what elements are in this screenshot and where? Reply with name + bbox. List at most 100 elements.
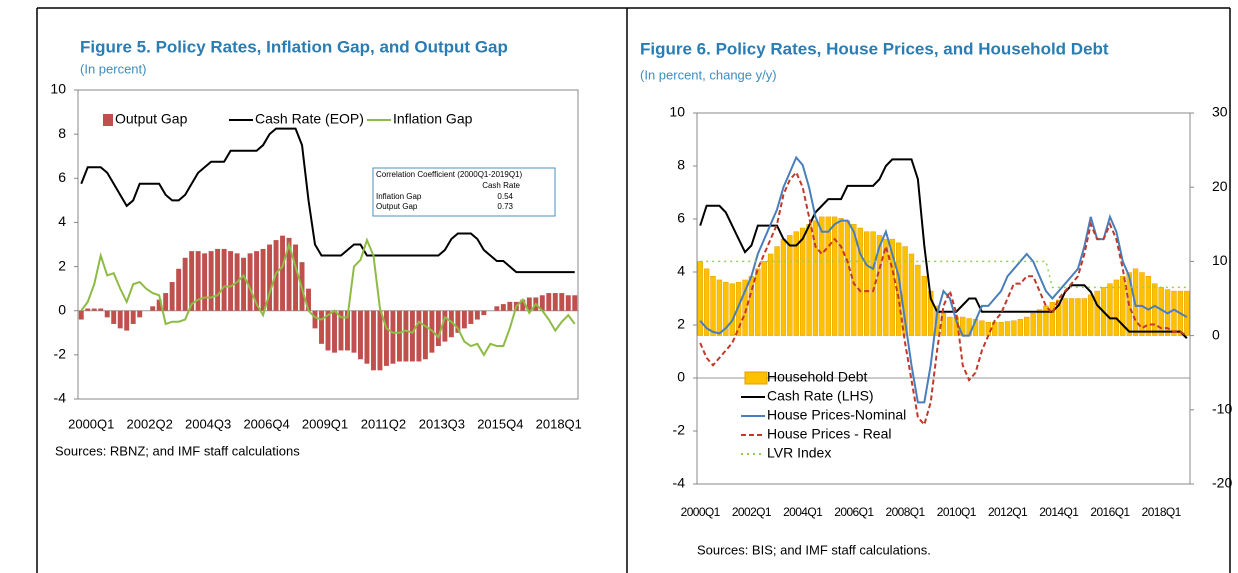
bar <box>91 308 97 311</box>
x-tick-label: 2002Q2 <box>127 416 173 431</box>
bar <box>1113 279 1120 336</box>
bar <box>735 281 742 336</box>
bar <box>1036 309 1043 336</box>
bar <box>710 275 716 336</box>
bar <box>228 251 234 311</box>
y-tick-label: -4 <box>673 475 686 491</box>
bar <box>247 253 253 311</box>
y2-tick-label: -20 <box>1212 475 1232 491</box>
x-tick-label: 2014Q1 <box>1039 505 1079 519</box>
bar <box>370 310 376 371</box>
bar <box>1017 319 1024 336</box>
legend-label: House Prices - Real <box>767 426 892 442</box>
plot-frame <box>77 89 579 400</box>
inset-row-value: 0.54 <box>497 192 513 201</box>
x-tick-label: 2016Q1 <box>1090 505 1130 519</box>
bar <box>825 216 831 336</box>
bar <box>902 246 908 336</box>
bar <box>742 279 748 336</box>
bar <box>831 216 838 336</box>
bar <box>1062 298 1068 336</box>
bar <box>124 310 130 331</box>
bar <box>137 310 143 318</box>
x-tick-label: 2000Q1 <box>68 416 114 431</box>
bar <box>998 321 1004 336</box>
bar <box>507 301 513 311</box>
legend-label: Output Gap <box>115 111 188 127</box>
bar <box>78 310 84 320</box>
bar <box>1120 275 1126 336</box>
series-line <box>699 170 1188 427</box>
bar <box>351 310 357 353</box>
bar <box>819 216 825 336</box>
bar <box>163 293 169 311</box>
bar <box>396 310 402 362</box>
y-tick-label: 8 <box>58 125 66 141</box>
inset-title: Correlation Coefficient (2000Q1-2019Q1) <box>376 170 522 179</box>
bar <box>455 310 461 333</box>
x-tick-label: 2006Q1 <box>834 505 874 519</box>
source-note: Sources: BIS; and IMF staff calculations… <box>697 542 931 557</box>
bar <box>202 253 208 311</box>
y-tick-label: 10 <box>50 81 66 97</box>
legend-label: Cash Rate (LHS) <box>767 388 874 404</box>
bar <box>345 310 350 351</box>
x-tick-label: 2012Q1 <box>988 505 1028 519</box>
bar <box>260 248 266 311</box>
bar <box>565 295 571 311</box>
bar <box>156 299 162 311</box>
y-tick-label: 2 <box>58 257 66 273</box>
bar <box>293 244 298 311</box>
series-line <box>80 127 575 274</box>
y2-tick-label: 30 <box>1212 104 1228 120</box>
bar <box>1081 298 1088 336</box>
bar <box>1056 299 1062 336</box>
bar <box>85 308 91 311</box>
bar <box>312 310 318 329</box>
bar <box>539 295 545 311</box>
bar <box>921 275 927 336</box>
bar <box>761 261 767 336</box>
bar <box>98 308 104 311</box>
bar <box>416 310 422 362</box>
bar <box>947 316 953 336</box>
bar <box>435 310 441 347</box>
chart-subtitle: (In percent) <box>80 61 146 76</box>
bar <box>377 310 383 371</box>
bar <box>1024 316 1030 336</box>
bar <box>169 282 175 311</box>
bar <box>241 257 247 311</box>
bar <box>883 238 889 336</box>
bar <box>319 310 324 344</box>
bar <box>1145 275 1152 336</box>
bar <box>526 297 532 311</box>
bar <box>1152 283 1158 336</box>
bar <box>1088 294 1094 336</box>
legend-label: Household Debt <box>767 369 868 385</box>
bar <box>703 268 710 336</box>
bar <box>150 306 156 311</box>
inset-row-label: Inflation Gap <box>376 192 422 201</box>
bar <box>552 293 558 311</box>
bar <box>812 220 819 336</box>
bar <box>403 310 409 362</box>
inset-column: Cash Rate <box>482 181 520 190</box>
x-tick-label: 2015Q4 <box>477 416 523 431</box>
x-tick-label: 2008Q1 <box>886 505 926 519</box>
bar <box>1139 272 1145 336</box>
bar <box>889 238 895 336</box>
inset-row-value: 0.73 <box>497 202 513 211</box>
bar <box>908 253 915 336</box>
x-tick-label: 2011Q2 <box>361 416 406 431</box>
bar <box>915 264 921 336</box>
legend-label: LVR Index <box>767 445 831 461</box>
bar <box>474 310 480 320</box>
x-tick-label: 2018Q1 <box>1142 505 1182 519</box>
bar <box>851 224 857 336</box>
plot-frame <box>696 112 1191 485</box>
bar <box>195 251 201 311</box>
bar <box>267 244 273 311</box>
y2-tick-label: 0 <box>1212 326 1220 342</box>
bar <box>755 268 761 336</box>
bar <box>130 310 136 324</box>
